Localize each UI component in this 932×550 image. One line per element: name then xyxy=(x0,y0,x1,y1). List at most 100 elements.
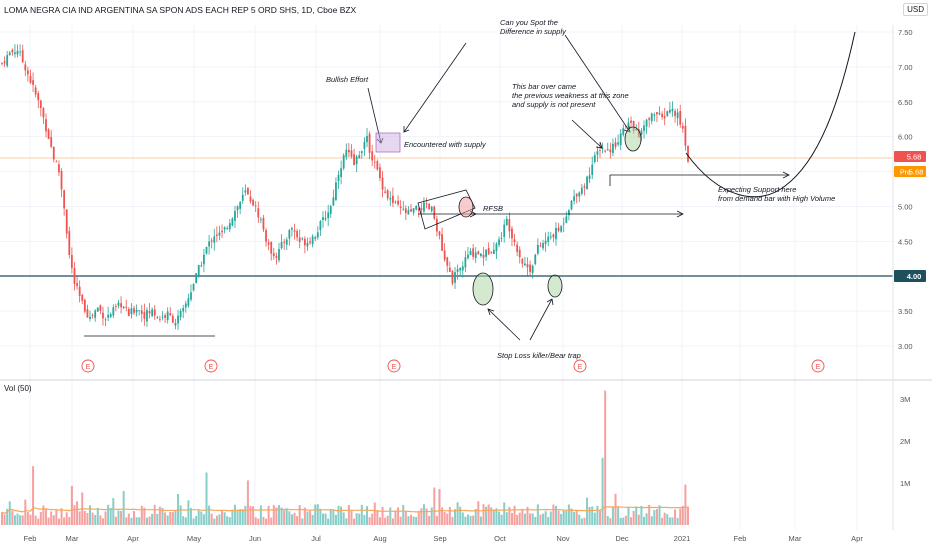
candle-body xyxy=(296,231,299,238)
volume-bar xyxy=(47,517,50,525)
candle-body xyxy=(55,161,58,163)
candle-body xyxy=(368,133,371,153)
candle-body xyxy=(19,51,22,53)
supply-box[interactable] xyxy=(375,132,401,153)
volume-bar xyxy=(617,507,620,525)
candle-body xyxy=(568,210,570,216)
currency-button[interactable]: USD xyxy=(903,3,928,16)
time-tick-label: Oct xyxy=(494,534,507,543)
volume-bar xyxy=(73,505,76,525)
candle-body xyxy=(355,156,358,165)
price-tick-label: 7.00 xyxy=(898,63,913,72)
price-tick-label: 3.00 xyxy=(898,342,913,351)
volume-bar xyxy=(187,500,190,525)
earnings-marker-label: E xyxy=(578,364,583,371)
candle-body xyxy=(117,302,120,306)
volume-bar xyxy=(288,511,291,525)
volume-bar xyxy=(461,512,464,525)
candle-body xyxy=(156,316,159,318)
time-tick-label: Apr xyxy=(851,534,863,543)
candle-body xyxy=(469,251,472,256)
candle-body xyxy=(480,253,482,256)
volume-bar xyxy=(443,511,446,525)
volume-bar xyxy=(661,517,664,525)
volume-bar xyxy=(125,517,128,525)
volume-bar xyxy=(169,512,172,525)
candle-body xyxy=(143,311,146,319)
candle-body xyxy=(311,236,314,245)
candle-body xyxy=(536,244,539,254)
volume-bar xyxy=(86,512,89,525)
earnings-marker-label: E xyxy=(86,364,91,371)
candle-body xyxy=(389,197,392,200)
volume-bar xyxy=(536,504,539,525)
volume-bar xyxy=(495,508,498,525)
candle-body xyxy=(278,249,280,261)
volume-bar xyxy=(469,515,472,525)
highlight-dec[interactable] xyxy=(624,126,642,152)
candle-body xyxy=(68,231,71,255)
volume-bar xyxy=(101,518,104,525)
candle-body xyxy=(617,142,620,145)
candle-body xyxy=(547,236,550,242)
note-bullish: Bullish Effort xyxy=(326,75,369,84)
candle-body xyxy=(78,286,81,296)
candle-body xyxy=(666,111,669,117)
volume-bar xyxy=(133,511,136,525)
volume-bar xyxy=(523,513,526,525)
candle-body xyxy=(21,50,24,62)
price-tick-label: 5.00 xyxy=(898,202,913,211)
candle-body xyxy=(94,310,97,318)
candle-body xyxy=(99,305,102,311)
bear-trap-1[interactable] xyxy=(472,272,494,306)
candle-body xyxy=(231,218,234,226)
note-spot-1: Can you Spot the xyxy=(500,18,558,27)
volume-bar xyxy=(655,509,658,525)
bear-trap-2[interactable] xyxy=(547,274,563,298)
candle-body xyxy=(386,190,389,199)
candle-body xyxy=(425,203,428,205)
candle-body xyxy=(303,238,306,246)
candle-body xyxy=(275,256,278,258)
volume-tick-label: 1M xyxy=(900,479,910,488)
candle-body xyxy=(1,63,3,64)
candle-body xyxy=(508,219,511,232)
candle-body xyxy=(127,308,130,316)
volume-bar xyxy=(280,507,283,525)
candle-body xyxy=(342,155,345,169)
candle-body xyxy=(39,100,42,109)
rfsb-circle[interactable] xyxy=(458,196,474,218)
drawings[interactable] xyxy=(84,31,856,341)
volume-bar xyxy=(376,510,379,525)
volume-bar xyxy=(11,510,14,525)
candle-body xyxy=(265,230,267,242)
volume-bar xyxy=(586,497,589,525)
volume-bar xyxy=(29,514,32,525)
candle-body xyxy=(130,308,133,315)
volume-bar xyxy=(347,504,350,525)
volume-bar xyxy=(611,507,614,525)
candle-body xyxy=(96,307,99,312)
candle-body xyxy=(65,209,68,234)
volume-bar xyxy=(516,514,519,525)
candle-body xyxy=(83,299,86,312)
volume-bar xyxy=(179,505,182,525)
time-tick-label: Mar xyxy=(66,534,79,543)
candle-body xyxy=(115,306,117,307)
candle-body xyxy=(684,125,687,146)
volume-bar xyxy=(422,504,425,525)
volume-bar xyxy=(329,509,332,525)
volume-bar xyxy=(293,512,296,525)
candle-body xyxy=(658,112,661,115)
note-overcame-1: This bar over came xyxy=(512,82,576,91)
volume-bar xyxy=(412,516,415,525)
candle-body xyxy=(63,190,66,209)
volume-bar xyxy=(575,510,578,525)
time-axis: Feb Mar Apr May Jun Jul Aug Sep Oct Nov Dec 2021 Feb… xyxy=(24,534,864,543)
candle-body xyxy=(146,309,148,322)
candle-body xyxy=(376,161,379,170)
candle-body xyxy=(135,310,138,313)
volume-bar xyxy=(622,517,625,525)
